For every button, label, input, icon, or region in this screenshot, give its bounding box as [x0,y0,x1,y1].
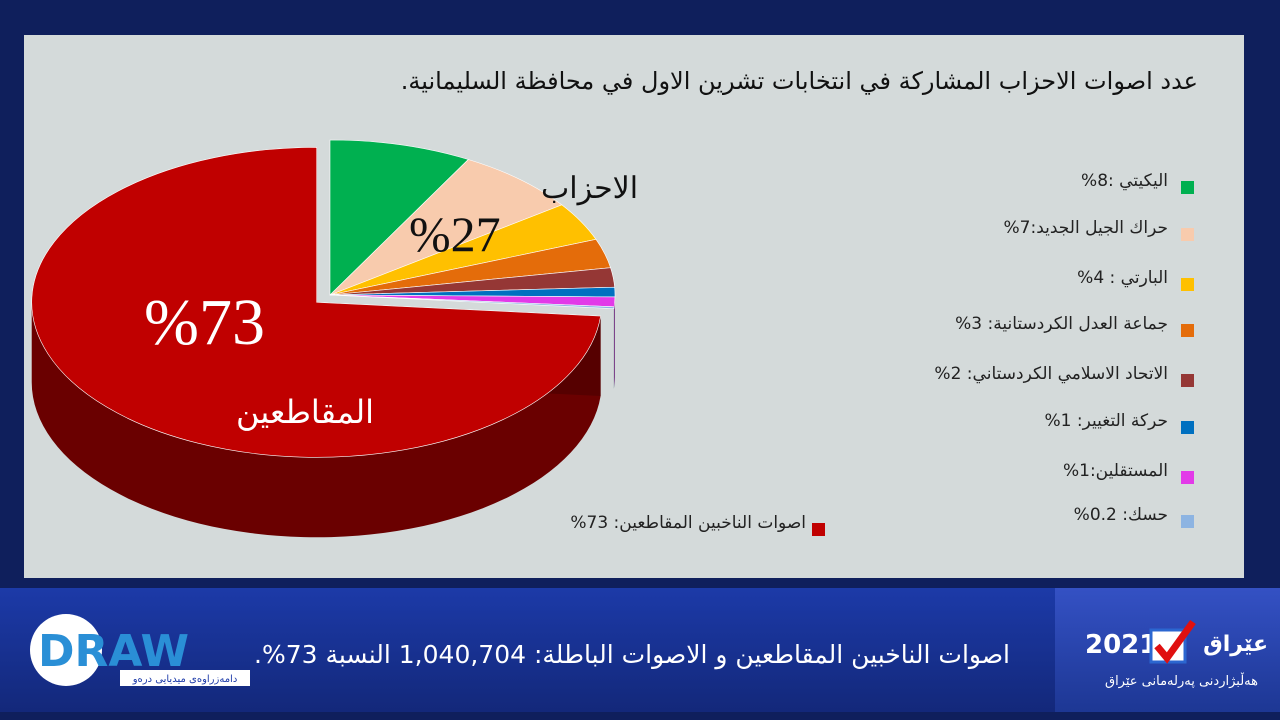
legend-label: اليكيتي :8% [1081,171,1168,191]
annotation: المقاطعين [236,393,374,431]
logo-strip [120,670,250,686]
legend-swatch [1181,181,1194,194]
legend-swatch [1181,471,1194,484]
slice-side [31,302,601,538]
annotation: %73 [144,286,265,359]
chart-panel: عدد اصوات الاحزاب المشاركة في انتخابات ت… [24,35,1244,578]
legend-swatch [1181,228,1194,241]
logo-circle [30,614,102,686]
check-box [1149,619,1196,664]
legend-swatch [1181,324,1194,337]
ticker-text: اصوات الناخبين المقاطعين و الاصوات الباط… [254,640,1010,669]
legend-label: الاتحاد الاسلامي الكردستاني: 2% [934,364,1168,384]
slice [31,146,601,458]
legend-swatch [1181,515,1194,528]
legend-label: حسك: 0.2% [1073,505,1168,525]
legend-swatch [1181,421,1194,434]
legend-swatch [1181,374,1194,387]
logo-year: 2021 [1085,630,1158,660]
annotation: %27 [409,206,501,262]
legend-label: حركة التغيير: 1% [1044,411,1169,431]
legend-label: اصوات الناخبين المقاطعين: 73% [570,513,806,533]
legend-label: المستقلين:1% [1062,461,1168,481]
legend-label: حراك الجيل الجديد:7% [1003,218,1168,238]
slice [329,159,563,296]
logo-subtitle: دامەزراوەی میدیایی درەو [132,674,238,685]
check [1154,619,1196,664]
legend-label: البارتي : 4% [1077,268,1168,288]
slice [329,294,615,310]
legend-swatch [812,523,825,536]
annotation: الاحزاب [541,171,639,206]
election-logo: 2021 عێراق هەڵبژاردنی پەرلەمانی عێراق [1055,588,1280,712]
slice-side [614,296,615,387]
legend-label: جماعة العدل الكردستانية: 3% [955,314,1168,334]
logo-name: عێراق [1203,632,1268,657]
pie-chart [31,139,616,538]
legend-swatch [1181,278,1194,291]
slice [329,139,469,296]
logo-name: DRAW [38,626,189,677]
draw-logo: DRAW دامەزراوەی میدیایی درەو [30,614,250,686]
logo-subtitle: هەڵبژاردنی پەرلەمانی عێراق [1104,674,1258,689]
chart-title: عدد اصوات الاحزاب المشاركة في انتخابات ت… [400,67,1198,95]
